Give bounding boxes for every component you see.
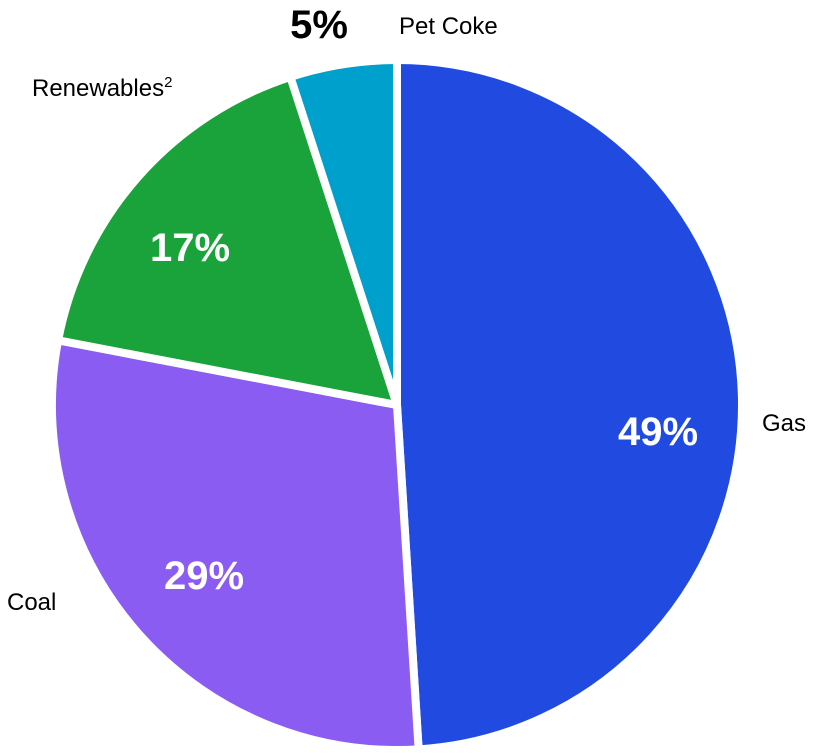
pet-coke-value-label: 5% bbox=[290, 3, 348, 47]
pie-slice-pet-coke bbox=[286, 56, 401, 409]
pie-slice-coal bbox=[48, 336, 423, 754]
renewables-footnote-marker: 2 bbox=[164, 74, 172, 91]
coal-value-label: 29% bbox=[164, 554, 244, 598]
pie-slices bbox=[48, 56, 746, 754]
coal-category-label: Coal bbox=[7, 589, 56, 616]
renewables-label-text: Renewables bbox=[32, 75, 164, 102]
gas-value-label: 49% bbox=[618, 410, 698, 454]
renewables-category-label: Renewables2 bbox=[32, 74, 172, 102]
pet-coke-category-label: Pet Coke bbox=[399, 13, 498, 40]
renewables-value-label: 17% bbox=[150, 226, 230, 270]
pie-slice-gas bbox=[393, 56, 746, 754]
gas-category-label: Gas bbox=[762, 410, 806, 437]
pie-slice-renewables bbox=[54, 72, 401, 409]
